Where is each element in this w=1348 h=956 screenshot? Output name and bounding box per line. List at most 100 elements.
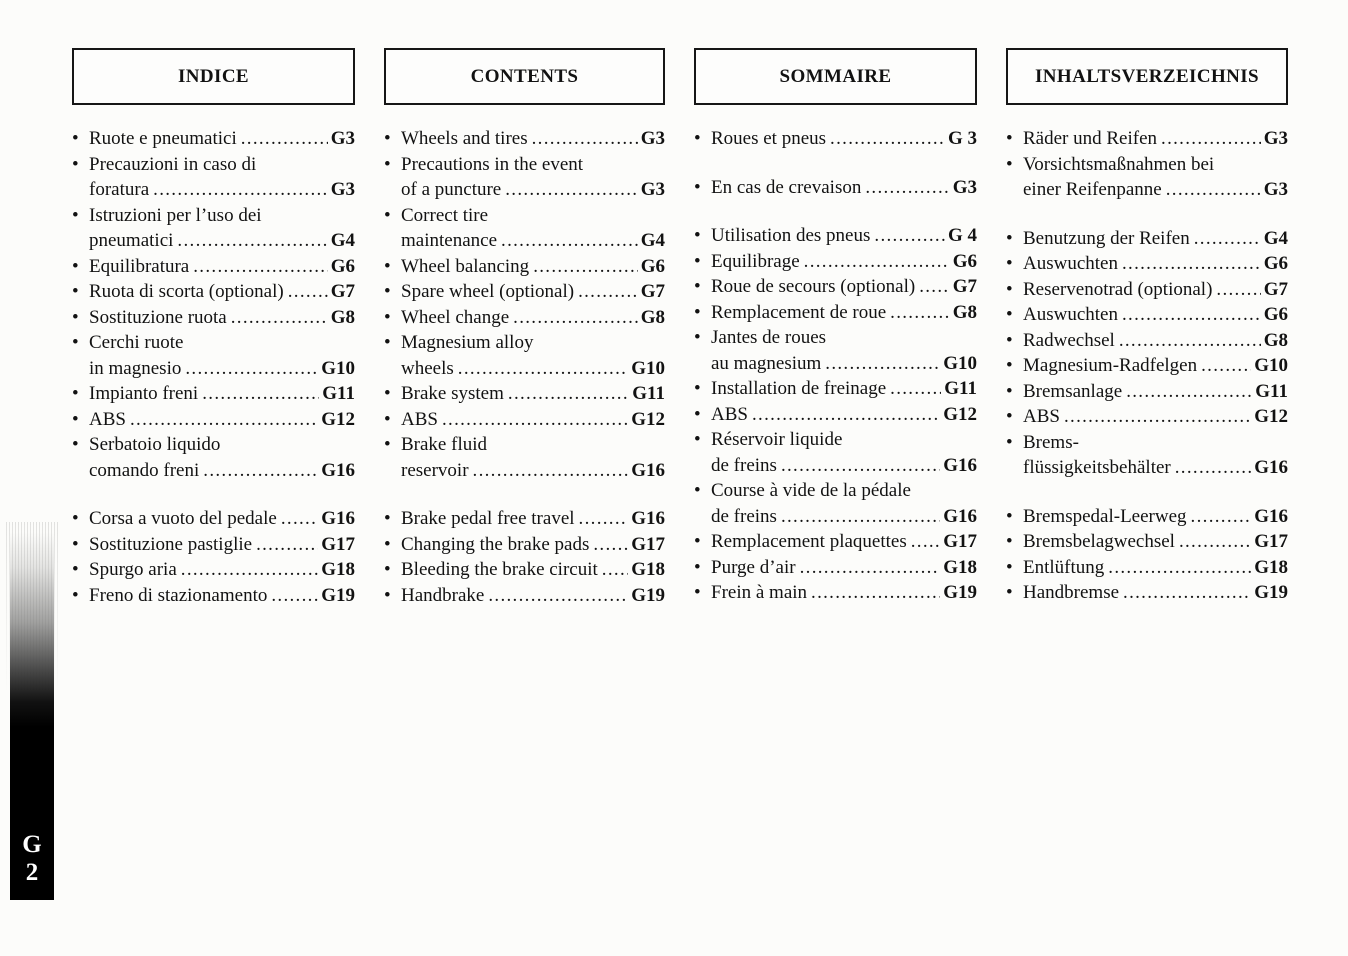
dot-leader [1179,529,1251,555]
entry-content: Räder und Reifen G3 [1023,126,1288,152]
page-ref: G3 [1263,128,1288,149]
bullet-icon: • [384,153,391,175]
entry-line: Utilisation des pneus G 4 [711,223,977,249]
entry-line: in magnesio G10 [89,356,355,382]
entry-text: pneumatici [89,230,174,251]
dot-leader [579,506,629,532]
entry-line: Roues et pneus G 3 [711,126,977,152]
page-ref: G6 [1263,253,1288,274]
dot-leader [1126,379,1252,405]
toc-list: • Roues et pneus G 3 • En cas de crevaison G3… [694,126,977,606]
page-ref: G4 [640,230,665,251]
dot-leader [513,305,638,331]
page-ref: G17 [1254,531,1288,552]
entry-content: Bleeding the brake circuit G18 [401,557,665,583]
dot-leader [874,223,945,249]
dot-leader [1161,126,1261,152]
toc-entry: • ABS G12 [384,407,665,433]
entry-content: Brems-flüssigkeitsbehälter G16 [1023,430,1288,481]
page-ref: G18 [321,559,355,580]
entry-content: Installation de freinage G11 [711,376,977,402]
entry-text: Corsa a vuoto del pedale [89,508,277,529]
entry-line: Wheel change G8 [401,305,665,331]
bullet-icon: • [694,250,701,272]
toc-entry: • ABS G12 [1006,404,1288,430]
bullet-icon: • [1006,153,1013,175]
bullet-icon: • [1006,406,1013,427]
entry-text: maintenance [401,230,498,251]
dot-leader [1175,455,1251,481]
toc-entry: • Bremspedal-Leerweg G16 [1006,504,1288,530]
bullet-icon: • [1006,531,1013,552]
page-ref: G17 [321,533,355,555]
entry-content: Magnesium-Radfelgen G10 [1023,353,1288,379]
entry-content: Wheel change G8 [401,305,665,331]
dot-leader [508,381,629,407]
entry-line: Benutzung der Reifen G4 [1023,226,1288,252]
toc-entry: • Bleeding the brake circuit G18 [384,557,665,583]
bullet-icon: • [72,383,79,404]
page-ref: G 3 [947,128,977,149]
dot-leader [578,279,638,305]
entry-text: Sostituzione ruota [89,306,227,328]
entry-content: Spare wheel (optional) G7 [401,279,665,305]
bullet-icon: • [72,508,79,529]
dot-leader [177,228,327,254]
entry-line: Bremsbelagwechsel G17 [1023,529,1288,555]
dot-leader [804,249,950,275]
entry-line: Sostituzione ruota G8 [89,305,355,331]
entry-content: Brake system G11 [401,381,665,407]
bullet-icon: • [694,301,701,323]
entry-text: flüssigkeitsbehälter [1023,457,1171,478]
bullet-icon: • [1006,128,1013,149]
entry-line: Freno di stazionamento G19 [89,583,355,609]
dot-leader [593,532,628,558]
bullet-icon: • [384,408,391,430]
bullet-icon: • [384,584,391,606]
entry-line: Remplacement de roue G8 [711,300,977,326]
entry-content: Brake pedal free travel G16 [401,506,665,532]
dot-leader [193,254,327,280]
toc-entry: • Auswuchten G6 [1006,302,1288,328]
bullet-icon: • [694,582,701,603]
dot-leader [185,356,318,382]
entry-line: Brake pedal free travel G16 [401,506,665,532]
bullet-icon: • [384,306,391,328]
page-ref: G10 [1254,355,1288,376]
bullet-icon: • [694,327,701,348]
bullet-icon: • [72,255,79,277]
toc-list: • Räder und Reifen G3 • Vorsichtsmaßnahmen b… [1006,126,1288,606]
page-ref: G10 [321,357,355,379]
entry-text: Entlüftung [1023,556,1105,578]
entry-line: of a puncture G3 [401,177,665,203]
page-ref: G11 [944,378,977,399]
page-ref: G3 [640,128,665,149]
toc-entry: • Réservoir liquide de freins G16 [694,427,977,478]
dot-leader [256,532,318,558]
toc-entry: • Jantes de roues au magnesium G10 [694,325,977,376]
bullet-icon: • [694,531,701,552]
bullet-icon: • [694,276,701,297]
page-ref: G10 [943,352,977,374]
entry-content: En cas de crevaison G3 [711,175,977,201]
entry-content: Vorsichtsmaßnahmen bei einer Reifenpanne G… [1023,152,1288,203]
toc-entry: • Corsa a vuoto del pedale G16 [72,506,355,532]
dot-leader [911,529,940,555]
entry-content: ABS G12 [401,407,665,433]
page-ref: G3 [952,176,977,198]
entry-text: Ruote e pneumatici [89,128,237,149]
toc-entry: • Wheel change G8 [384,305,665,331]
toc-list: • Ruote e pneumatici G3 • Precauzioni in cas… [72,126,355,608]
dot-leader [602,557,628,583]
toc-entry: • Brake fluid reservoir G16 [384,432,665,483]
dot-leader [231,305,328,331]
entry-line: Roue de secours (optional) G7 [711,274,977,300]
entry-content: Serbatoio liquido comando freni G16 [89,432,355,483]
page-ref: G16 [321,459,355,481]
toc-entry: • Wheels and tires G3 [384,126,665,152]
bullet-icon: • [384,508,391,529]
page-ref: G16 [631,459,665,481]
entry-text: comando freni [89,459,200,481]
toc-entry: • Remplacement plaquettes G17 [694,529,977,555]
entry-text: Auswuchten [1023,304,1118,325]
